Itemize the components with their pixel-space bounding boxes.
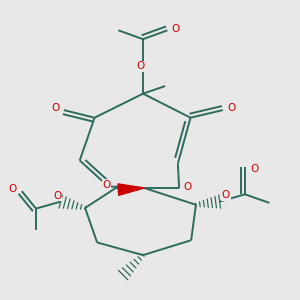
Text: O: O — [228, 103, 236, 112]
Text: O: O — [250, 164, 259, 174]
Text: O: O — [222, 190, 230, 200]
Text: O: O — [51, 103, 59, 112]
Text: O: O — [171, 24, 179, 34]
Text: O: O — [136, 61, 145, 71]
Polygon shape — [118, 184, 144, 195]
Text: O: O — [8, 184, 16, 194]
Text: O: O — [102, 180, 110, 190]
Text: O: O — [53, 191, 62, 201]
Text: O: O — [184, 182, 192, 192]
